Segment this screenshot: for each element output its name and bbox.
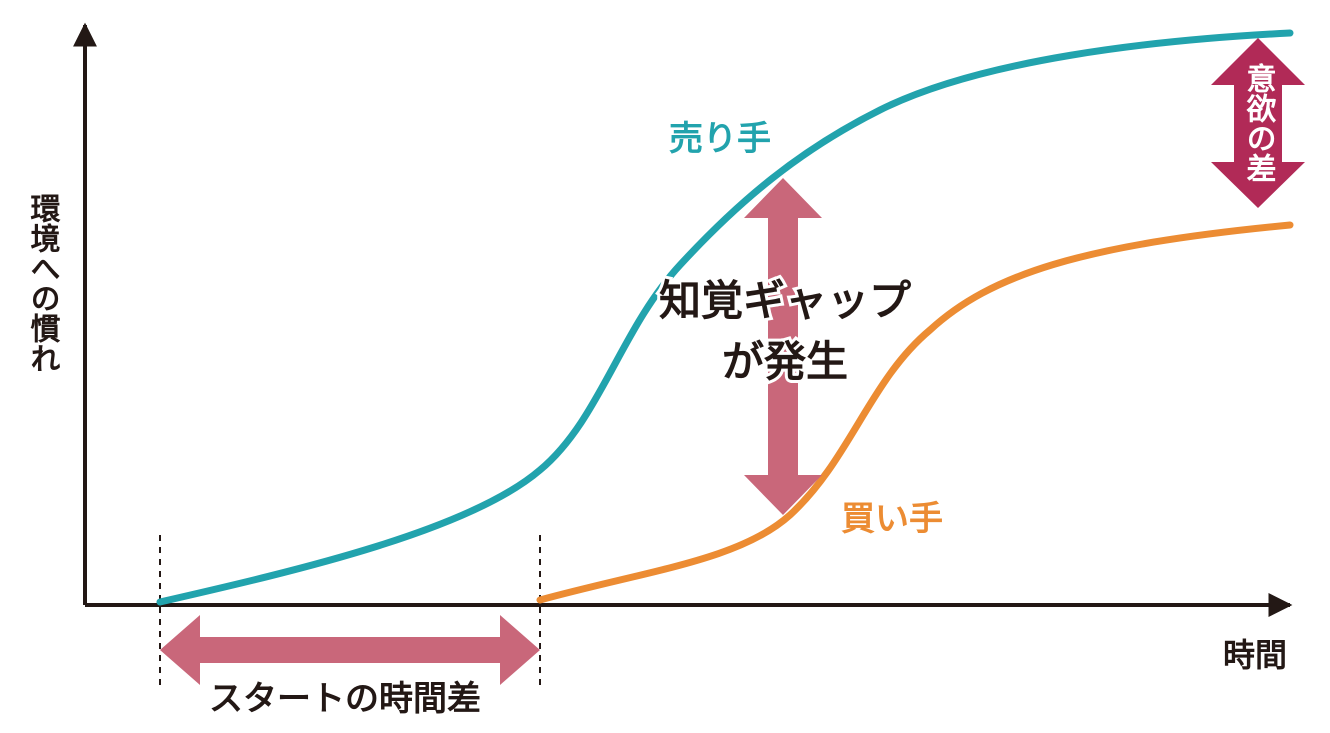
motivation-label: 意欲の差 <box>1241 62 1278 183</box>
motivation-arrow <box>1211 38 1305 208</box>
seller-label: 売り手 <box>669 119 771 159</box>
gap-label: 知覚ギャップ <box>659 276 911 325</box>
start-diff-label: スタートの時間差 <box>209 679 481 719</box>
y-axis-label: 環境への慣れ <box>25 193 61 373</box>
buyer-curve <box>536 221 1294 604</box>
gap-label: が発生 <box>722 337 848 386</box>
seller-curve <box>156 29 1294 606</box>
gap-arrow <box>744 178 822 515</box>
buyer-label: 買い手 <box>841 499 943 539</box>
start-arrow <box>160 615 540 685</box>
x-axis-label: 時間 <box>1223 636 1287 674</box>
